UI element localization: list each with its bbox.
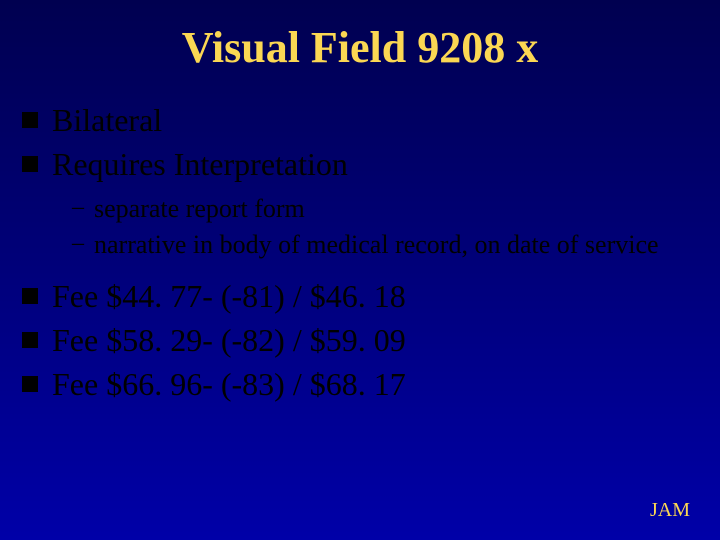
bullet-item: Fee $66. 96- (-83) / $68. 17 bbox=[22, 364, 698, 404]
bullet-text: Fee $58. 29- (-82) / $59. 09 bbox=[52, 320, 406, 360]
sub-bullet-item: – separate report form bbox=[72, 192, 698, 226]
square-bullet-icon bbox=[22, 156, 38, 172]
bullet-text: Fee $66. 96- (-83) / $68. 17 bbox=[52, 364, 406, 404]
footer-initials: JAM bbox=[650, 499, 690, 522]
bullet-item: Requires Interpretation bbox=[22, 144, 698, 184]
sub-bullet-item: – narrative in body of medical record, o… bbox=[72, 228, 698, 262]
sub-bullet-group: – separate report form – narrative in bo… bbox=[72, 192, 698, 262]
bullet-item: Fee $58. 29- (-82) / $59. 09 bbox=[22, 320, 698, 360]
dash-bullet-icon: – bbox=[72, 228, 84, 259]
square-bullet-icon bbox=[22, 376, 38, 392]
slide: Visual Field 9208 x Bilateral Requires I… bbox=[0, 0, 720, 540]
slide-title: Visual Field 9208 x bbox=[0, 22, 720, 73]
square-bullet-icon bbox=[22, 332, 38, 348]
sub-bullet-text: narrative in body of medical record, on … bbox=[94, 228, 659, 262]
bullet-item: Fee $44. 77- (-81) / $46. 18 bbox=[22, 276, 698, 316]
square-bullet-icon bbox=[22, 288, 38, 304]
bullet-text: Requires Interpretation bbox=[52, 144, 348, 184]
sub-bullet-text: separate report form bbox=[94, 192, 305, 226]
bullet-text: Bilateral bbox=[52, 100, 162, 140]
dash-bullet-icon: – bbox=[72, 192, 84, 223]
slide-content: Bilateral Requires Interpretation – sepa… bbox=[22, 100, 698, 408]
bullet-item: Bilateral bbox=[22, 100, 698, 140]
bullet-text: Fee $44. 77- (-81) / $46. 18 bbox=[52, 276, 406, 316]
square-bullet-icon bbox=[22, 112, 38, 128]
